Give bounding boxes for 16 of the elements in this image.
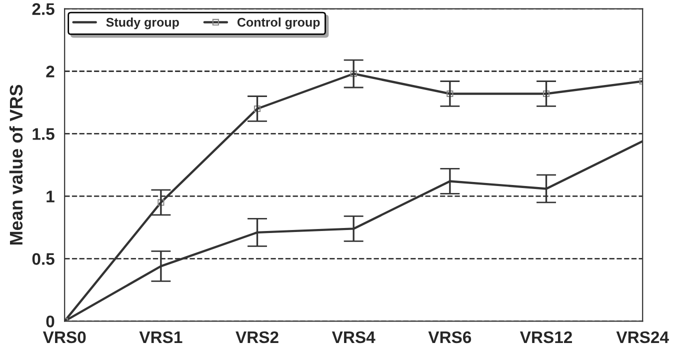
y-axis-title: Mean value of VRS bbox=[9, 84, 23, 245]
y-tick-label: 0 bbox=[46, 316, 54, 328]
legend-label: Study group bbox=[106, 18, 179, 30]
x-tick-label: VRS4 bbox=[332, 331, 376, 344]
legend-label: Control group bbox=[237, 18, 320, 30]
x-tick-label: VRS6 bbox=[428, 331, 472, 344]
x-tick-label: VRS24 bbox=[616, 331, 669, 344]
x-tick-label: VRS1 bbox=[139, 331, 182, 344]
y-tick-label: 0.5 bbox=[32, 253, 54, 265]
x-tick-label: VRS12 bbox=[520, 331, 572, 344]
y-tick-label: 1 bbox=[46, 190, 54, 202]
y-tick-label: 1.5 bbox=[32, 128, 54, 140]
x-tick-label: VRS2 bbox=[236, 331, 278, 344]
y-tick-label: 2.5 bbox=[32, 3, 54, 15]
x-tick-label: VRS0 bbox=[42, 331, 86, 344]
y-tick-label: 2 bbox=[46, 66, 54, 78]
